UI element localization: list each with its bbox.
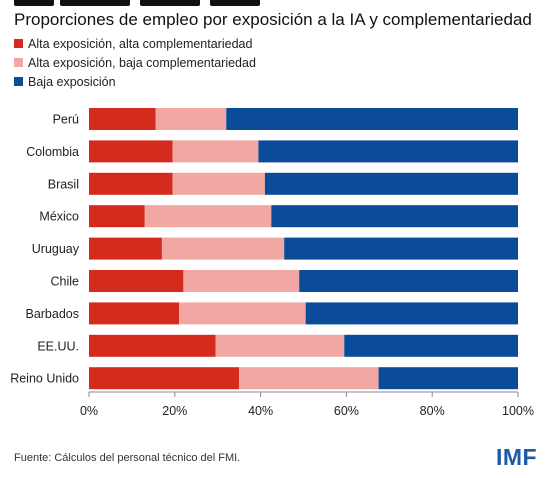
category-label: México: [39, 210, 79, 224]
bar-segment: [161, 237, 285, 260]
legend-swatch: [14, 39, 23, 48]
x-tick-label: 80%: [420, 404, 445, 418]
x-tick-label: 40%: [248, 404, 273, 418]
x-tick-label: 0%: [80, 404, 98, 418]
bar-segment: [264, 172, 518, 195]
chart-title: Proporciones de empleo por exposición a …: [14, 10, 532, 29]
bar-segment: [215, 334, 345, 357]
category-label: Brasil: [48, 177, 79, 191]
category-label: Colombia: [26, 145, 79, 159]
bar-segment: [344, 334, 518, 357]
cropped-heading-remnant: [0, 0, 557, 6]
legend-swatch: [14, 58, 23, 67]
legend: Alta exposición, alta complementariedad …: [14, 34, 256, 91]
x-tick-label: 60%: [334, 404, 359, 418]
bar-segment: [172, 172, 265, 195]
category-label: EE.UU.: [37, 339, 79, 353]
source-note: Fuente: Cálculos del personal técnico de…: [14, 452, 241, 464]
bar-segment: [179, 302, 306, 325]
bar-segment: [155, 108, 227, 130]
bar-segment: [89, 237, 162, 260]
x-tick-label: 100%: [502, 404, 534, 418]
bar-segment: [89, 302, 180, 325]
category-label: Barbados: [25, 307, 79, 321]
bar-segment: [172, 140, 259, 163]
bar-segment: [284, 237, 518, 260]
legend-label: Baja exposición: [28, 74, 116, 89]
imf-logo: IMF: [496, 444, 538, 470]
category-label: Perú: [53, 113, 79, 127]
bar-segment: [89, 334, 216, 357]
category-label: Reino Unido: [10, 372, 79, 386]
bar-segment: [299, 270, 518, 292]
legend-item: Alta exposición, baja complementariedad: [14, 53, 256, 72]
bar-segment: [89, 140, 173, 163]
bar-segment: [378, 367, 518, 390]
bar-segment: [89, 205, 145, 228]
legend-item: Baja exposición: [14, 72, 256, 91]
bar-segment: [89, 270, 184, 292]
stacked-bar-chart: Perú Colombia Brasil México Uruguay Chile Barb…: [10, 108, 534, 418]
bar-segment: [226, 108, 518, 130]
bar-segment: [89, 172, 173, 195]
legend-label: Alta exposición, alta complementariedad: [28, 36, 253, 51]
bar-segment: [89, 367, 240, 390]
bar-segment: [258, 140, 518, 163]
legend-item: Alta exposición, alta complementariedad: [14, 34, 256, 53]
bar-segment: [144, 205, 272, 228]
category-label: Chile: [51, 275, 80, 289]
bar-segment: [89, 108, 156, 130]
bar-segment: [305, 302, 518, 325]
bar-segment: [271, 205, 518, 228]
legend-label: Alta exposición, baja complementariedad: [28, 55, 256, 70]
legend-swatch: [14, 77, 23, 86]
category-label: Uruguay: [32, 242, 80, 256]
bar-segment: [183, 270, 300, 292]
bar-segment: [239, 367, 379, 390]
x-tick-label: 20%: [162, 404, 187, 418]
